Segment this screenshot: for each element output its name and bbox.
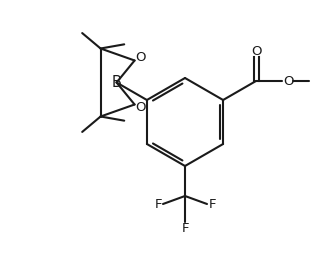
Text: O: O bbox=[251, 44, 261, 57]
Text: F: F bbox=[181, 223, 189, 236]
Text: B: B bbox=[112, 75, 122, 90]
Text: F: F bbox=[154, 198, 162, 211]
Text: O: O bbox=[135, 101, 146, 114]
Text: F: F bbox=[208, 198, 216, 211]
Text: O: O bbox=[283, 75, 293, 88]
Text: O: O bbox=[135, 51, 146, 64]
